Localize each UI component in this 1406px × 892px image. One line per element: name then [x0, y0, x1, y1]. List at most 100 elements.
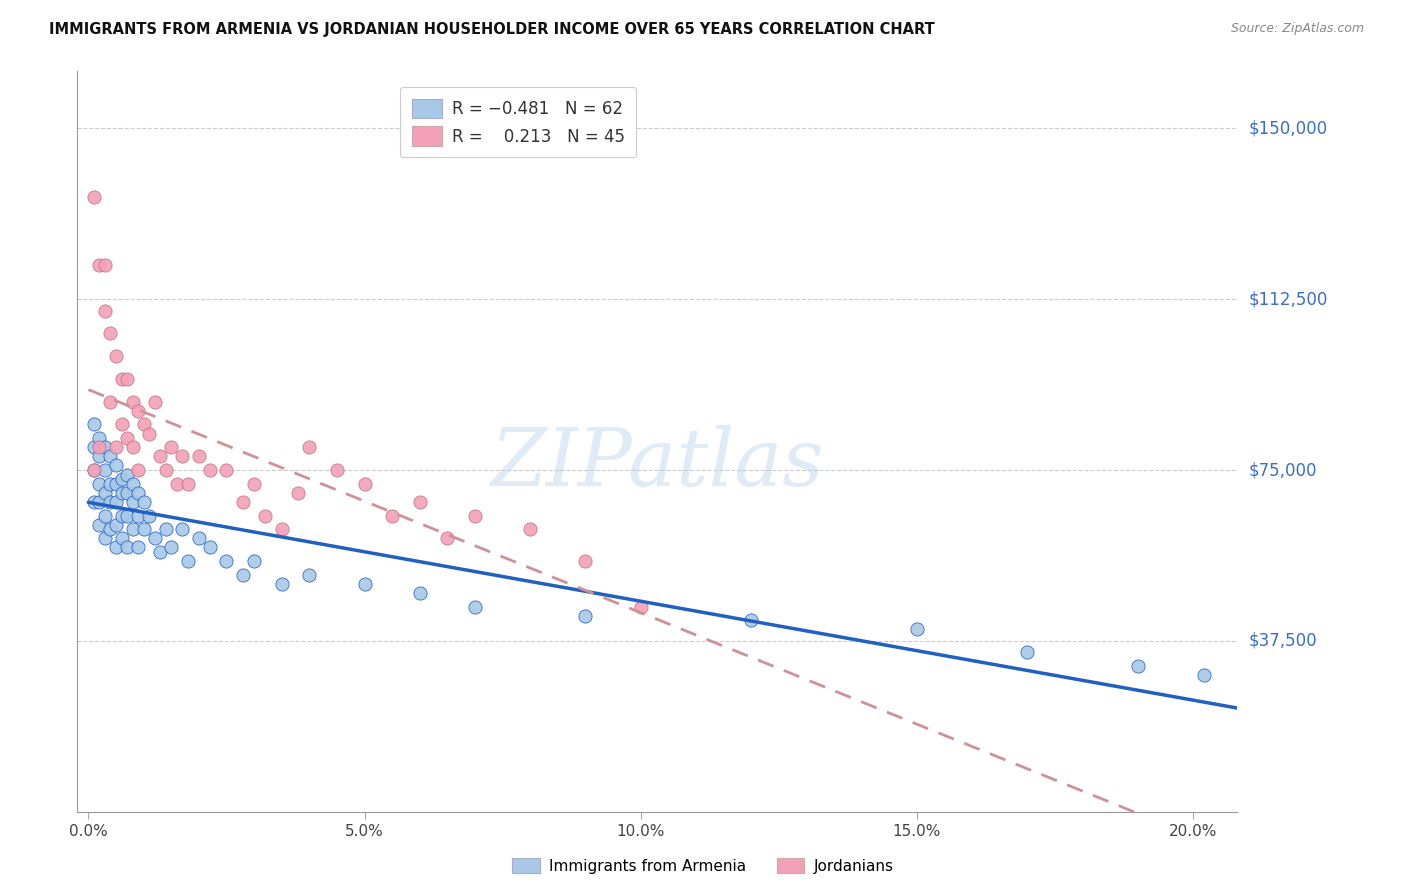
Point	[215, 554, 238, 568]
Point	[132, 495, 155, 509]
Point	[94, 440, 117, 454]
Text: $37,500: $37,500	[1249, 632, 1317, 650]
Point	[83, 495, 105, 509]
Point	[89, 517, 111, 532]
Point	[155, 522, 177, 536]
Point	[198, 463, 221, 477]
Point	[100, 450, 122, 464]
Point	[172, 522, 194, 536]
Point	[270, 522, 292, 536]
Point	[166, 476, 188, 491]
Point	[243, 554, 266, 568]
Point	[177, 554, 200, 568]
Point	[127, 404, 149, 418]
Point	[270, 577, 292, 591]
Point	[254, 508, 277, 523]
Point	[143, 532, 166, 546]
Point	[215, 463, 238, 477]
Point	[94, 303, 117, 318]
Point	[100, 495, 122, 509]
Point	[149, 450, 172, 464]
Point	[89, 495, 111, 509]
Point	[519, 522, 541, 536]
Point	[630, 599, 652, 614]
Point	[287, 485, 309, 500]
Point	[298, 440, 321, 454]
Point	[83, 417, 105, 432]
Point	[83, 463, 105, 477]
Legend: Immigrants from Armenia, Jordanians: Immigrants from Armenia, Jordanians	[506, 852, 900, 880]
Point	[94, 258, 117, 272]
Point	[138, 508, 160, 523]
Text: IMMIGRANTS FROM ARMENIA VS JORDANIAN HOUSEHOLDER INCOME OVER 65 YEARS CORRELATIO: IMMIGRANTS FROM ARMENIA VS JORDANIAN HOU…	[49, 22, 935, 37]
Point	[198, 541, 221, 555]
Point	[89, 440, 111, 454]
Point	[83, 440, 105, 454]
Point	[110, 472, 132, 486]
Point	[127, 463, 149, 477]
Point	[115, 508, 138, 523]
Point	[100, 394, 122, 409]
Point	[89, 450, 111, 464]
Point	[381, 508, 404, 523]
Point	[132, 522, 155, 536]
Point	[160, 541, 183, 555]
Point	[132, 417, 155, 432]
Text: ZIPatlas: ZIPatlas	[491, 425, 824, 502]
Point	[100, 476, 122, 491]
Point	[105, 458, 127, 473]
Point	[138, 426, 160, 441]
Point	[110, 508, 132, 523]
Point	[172, 450, 194, 464]
Point	[121, 440, 143, 454]
Point	[187, 450, 209, 464]
Point	[105, 541, 127, 555]
Point	[115, 467, 138, 482]
Point	[105, 440, 127, 454]
Point	[121, 522, 143, 536]
Point	[115, 485, 138, 500]
Point	[160, 440, 183, 454]
Point	[740, 613, 762, 627]
Point	[110, 372, 132, 386]
Point	[100, 522, 122, 536]
Point	[83, 463, 105, 477]
Point	[89, 431, 111, 445]
Point	[905, 623, 928, 637]
Point	[409, 495, 432, 509]
Point	[464, 508, 486, 523]
Point	[436, 532, 458, 546]
Point	[1192, 668, 1215, 682]
Point	[121, 394, 143, 409]
Point	[89, 258, 111, 272]
Point	[127, 541, 149, 555]
Point	[143, 394, 166, 409]
Point	[155, 463, 177, 477]
Point	[298, 567, 321, 582]
Point	[121, 495, 143, 509]
Point	[149, 545, 172, 559]
Point	[121, 476, 143, 491]
Point	[232, 495, 254, 509]
Point	[105, 495, 127, 509]
Point	[574, 554, 596, 568]
Point	[409, 586, 432, 600]
Text: $75,000: $75,000	[1249, 461, 1317, 479]
Point	[110, 532, 132, 546]
Point	[105, 517, 127, 532]
Point	[464, 599, 486, 614]
Point	[105, 476, 127, 491]
Point	[94, 508, 117, 523]
Point	[105, 349, 127, 363]
Point	[243, 476, 266, 491]
Point	[177, 476, 200, 491]
Point	[110, 485, 132, 500]
Point	[100, 326, 122, 341]
Point	[127, 508, 149, 523]
Point	[187, 532, 209, 546]
Point	[115, 431, 138, 445]
Point	[94, 463, 117, 477]
Point	[127, 485, 149, 500]
Point	[89, 476, 111, 491]
Point	[326, 463, 349, 477]
